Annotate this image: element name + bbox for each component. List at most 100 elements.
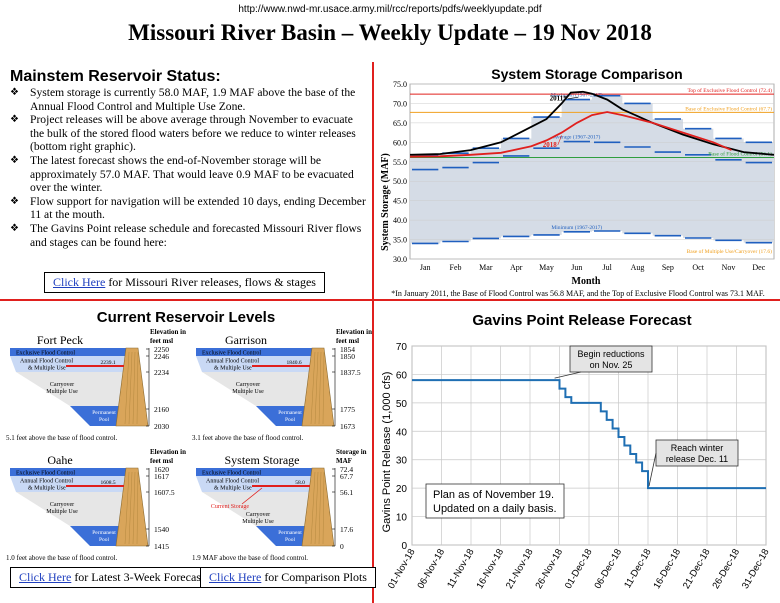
status-bullet: ❖ Flow support for navigation will be ext… [10,194,366,222]
storage-reference-label: Top of Exclusive Flood Control (72.4) [687,87,772,94]
storage-xtick-label: Oct [692,263,704,272]
reservoir-tick-label: 67.7 [340,472,353,481]
gavins-xtick-label: 21-Dec-18 [681,547,713,591]
annotation-text: on Nov. 25 [590,360,633,370]
reservoir-axis-label: MAF [336,457,352,465]
storage-ytick-label: 50.0 [393,177,407,186]
zone-label: Pool [285,537,296,543]
zone-label: & Multiple Use [28,366,66,372]
zone-label: Multiple Use [46,389,78,395]
storage-xtick-label: Feb [450,263,462,272]
storage-ytick-label: 65.0 [393,119,407,128]
zone-carryover [202,372,312,406]
reservoir-tick-label: 2250 [154,345,169,354]
status-title: Mainstem Reservoir Status: [10,68,221,85]
storage-xtick-label: Mar [479,263,493,272]
reservoir-tick-label: 2246 [154,352,169,361]
zone-carryover [16,492,126,526]
reservoir-name: System Storage [225,453,300,467]
reservoir-tick-label: 1415 [154,542,169,551]
reservoir-axis-label: feet msl [336,337,359,345]
dam-texture [318,351,322,425]
storage-xtick-label: Dec [752,263,765,272]
status-bullets: ❖ System storage is currently 58.0 MAF, 1… [6,86,368,249]
storage-series-line-2018 [409,111,732,158]
storage-ytick-label: 55.0 [393,158,407,167]
annotation-text: release Dec. 11 [666,454,728,464]
reservoir-tick-label: 1620 [154,465,169,474]
storage-xtick-label: May [539,263,554,272]
reservoir-tick-label: 1775 [340,405,355,414]
storage-xtick-label: Jun [571,263,582,272]
dam-texture [132,351,136,425]
zone-label: Exclusive Flood Control [202,351,261,357]
gavins-xtick-label: 11-Dec-18 [622,547,653,590]
reservoir-tick-label: 1617 [154,472,169,481]
zone-label: Multiple Use [46,509,78,515]
gavins-xtick-label: 01-Nov-18 [386,547,418,591]
dam-texture [318,471,322,545]
current-level-value: 1840.6 [286,360,301,366]
comparison-link[interactable]: Click Here [209,570,262,584]
zone-exclusive [10,468,126,476]
zone-carryover [202,492,312,526]
storage-ytick-label: 40.0 [393,216,407,225]
reservoir-axis-label: feet msl [150,457,173,465]
zone-exclusive [196,468,312,476]
gavins-ytick-label: 50 [396,399,408,410]
reservoir-note: 1.9 MAF above the base of flood control. [192,554,308,562]
storage-ytick-label: 70.0 [393,99,407,108]
storage-xlabel: Month [572,276,601,287]
source-url: http://www.nwd-mr.usace.army.mil/rcc/rep… [238,4,542,15]
comparison-link-box: Click Here for Comparison Plots [200,567,376,588]
bullet-icon: ❖ [10,114,19,126]
reservoir-axis-label: feet msl [150,337,173,345]
reservoir-axis-label: Storage in [336,448,367,456]
zone-label: & Multiple Use [28,486,66,492]
gavins-ylabel: Gavins Point Release (1,000 cfs) [381,372,393,533]
reservoir-name: Fort Peck [37,333,83,347]
gavins-ytick-label: 60 [396,370,408,381]
gavins-xtick-label: 06-Dec-18 [592,547,624,591]
releases-link[interactable]: Click Here [53,275,106,289]
comparison-link-text: for Comparison Plots [261,570,367,584]
zone-label: Multiple Use [232,389,264,395]
current-storage-label: Current Storage [211,504,249,510]
gavins-release-line [412,379,766,490]
plan-note-text: Updated on a daily basis. [433,503,557,515]
gavins-ytick-label: 30 [396,456,408,467]
gavins-ytick-label: 10 [396,513,408,524]
reservoir-levels-title: Current Reservoir Levels [96,309,276,326]
zone-label: Exclusive Flood Control [16,351,75,357]
reservoir-tick-label: 0 [340,542,344,551]
reservoir-tick-label: 2030 [154,422,169,431]
dam-texture [136,351,139,425]
reservoir-name: Garrison [225,333,267,347]
zone-label: Pool [99,417,110,423]
annotation-text: Begin reductions [577,349,645,359]
forecast-link[interactable]: Click Here [19,570,72,584]
reservoir-note: 3.1 feet above the base of flood control… [192,434,304,442]
status-bullet: ❖ System storage is currently 58.0 MAF, 1… [10,86,356,113]
storage-ytick-label: 75.0 [393,80,407,89]
zone-annual [196,356,312,372]
zone-permanent [70,406,126,426]
gavins-xtick-label: 21-Nov-18 [504,547,536,591]
zone-label: Carryover [50,382,74,388]
releases-link-text: for Missouri River releases, flows & sta… [105,275,316,289]
zone-label: Permanent [278,410,302,416]
zone-label: Permanent [92,410,116,416]
gavins-ytick-label: 0 [401,541,407,552]
reservoir-tick-label: 2234 [154,368,169,377]
current-level-value: 2239.1 [100,360,115,366]
zone-label: Annual Flood Control [206,359,259,365]
reservoir-tick-label: 1607.5 [154,488,175,497]
gavins-release-chart: Gavins Point Release Forecast Gavins Poi… [381,312,772,591]
zone-label: Pool [99,537,110,543]
current-storage-arrow [241,487,263,505]
zone-label: Exclusive Flood Control [16,471,75,477]
